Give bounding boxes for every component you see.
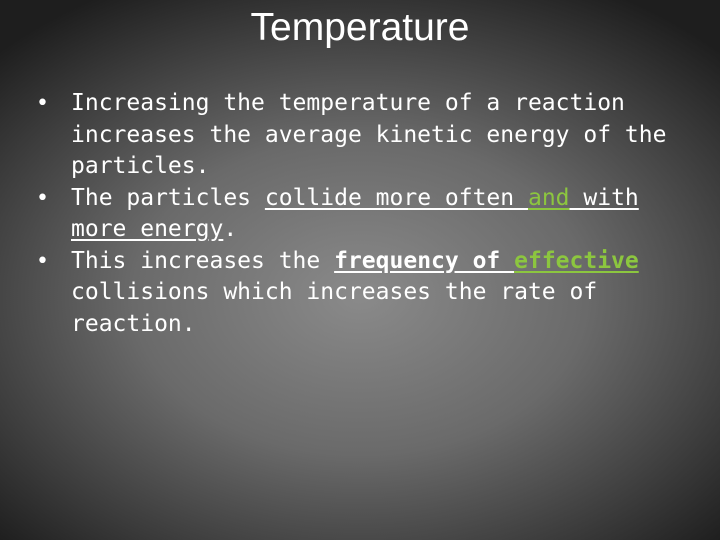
bullet-text: The particles xyxy=(71,184,265,211)
slide-title: Temperature xyxy=(250,6,470,49)
bold-phrase-frequency: frequency of xyxy=(334,247,515,274)
underlined-phrase-energy: with more energy xyxy=(71,184,639,243)
bullet-marker: • xyxy=(36,91,49,116)
bullet-text-end: . xyxy=(223,216,238,242)
bullet-text: This increases the xyxy=(71,247,335,274)
bullet-item: • This increases the frequency of effect… xyxy=(36,246,696,341)
underlined-phrase-collide: collide more often xyxy=(264,184,528,211)
bullet-marker: • xyxy=(36,185,49,211)
highlighted-word-effective: effective xyxy=(514,247,639,274)
bullet-marker: • xyxy=(36,248,49,274)
bullet-item: • The particles collide more often and w… xyxy=(36,183,696,246)
highlighted-word-and: and xyxy=(527,184,570,211)
bullet-text: Increasing the temperature of a reaction… xyxy=(71,90,667,179)
bullet-text-end: collisions which increases the rate of r… xyxy=(71,279,598,337)
bullet-list: • Increasing the temperature of a reacti… xyxy=(36,88,696,340)
bullet-item: • Increasing the temperature of a reacti… xyxy=(36,88,696,183)
